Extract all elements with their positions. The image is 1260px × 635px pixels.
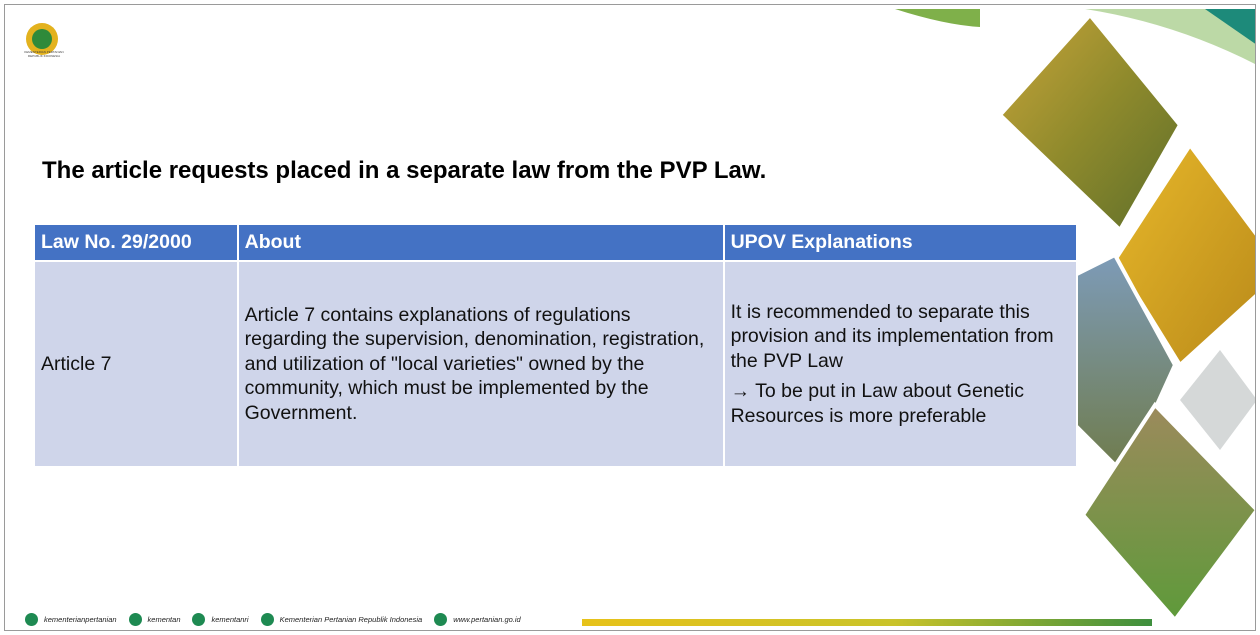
cell-paragraph: → To be put in Law about Genetic Resourc… [730,380,1025,427]
leaf-shape [895,9,980,27]
corn-image [1112,141,1255,369]
logo-text: KEMENTERIAN PERTANIAN REPUBLIK INDONESIA [24,50,64,58]
cell-paragraph: It is recommended to separate this provi… [730,301,1054,372]
footer: kementerianpertanian kementan kementanri Ke… [19,613,521,626]
table-cell: Article 7 contains explanations of regul… [236,260,725,468]
table-cell: Article 7 [33,260,239,468]
header-cell: UPOV Explanations [722,223,1079,262]
decoration [26,9,1255,624]
slide: KEMENTERIAN PERTANIAN REPUBLIK INDONESIA… [4,4,1256,631]
social-icon [260,613,274,626]
header-cell: Law No. 29/2000 [33,223,239,262]
social-label: kementerianpertanian [44,615,117,624]
social-label: Kementerian Pertanian Republik Indonesia [279,615,423,624]
table-cell: It is recommended to separate this provi… [722,260,1079,468]
leaf-shape [1085,9,1255,65]
social-icon [434,613,448,626]
gray-diamond [1180,350,1255,450]
logo [32,29,52,49]
farmer-image [1080,401,1255,624]
footer-bar [582,619,1152,626]
rice-image [997,11,1183,234]
social-label: www.pertanian.go.id [453,615,521,624]
table-row: Article 7 Article 7 contains explanations… [33,260,1079,468]
table-body: Article 7 Article 7 contains explanations… [33,260,1079,468]
social-icon [192,613,206,626]
social-label: kementan [147,615,181,624]
header-row: Law No. 29/2000 About UPOV Explanations [33,223,1079,262]
law-table: Law No. 29/2000 About UPOV Explanations Ar… [33,223,1079,468]
header-cell: About [236,223,725,262]
social-icon [128,613,142,626]
social-icon [25,613,38,626]
social-label: kementanri [211,615,249,624]
slide-title: The article requests placed in a separat… [42,157,767,184]
